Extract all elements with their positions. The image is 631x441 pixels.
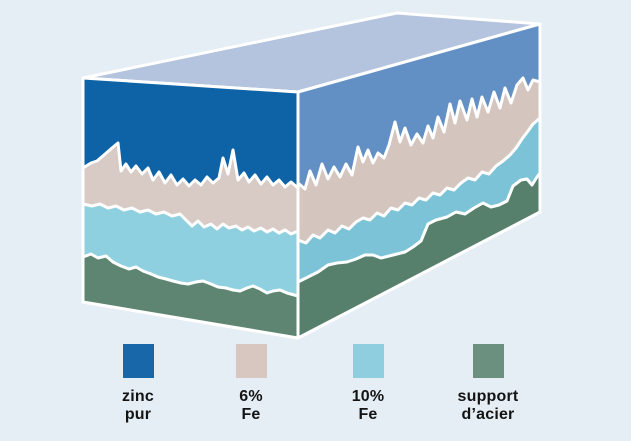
front-face-steel-layer — [81, 252, 300, 340]
side-face-steel-layer — [296, 171, 542, 340]
